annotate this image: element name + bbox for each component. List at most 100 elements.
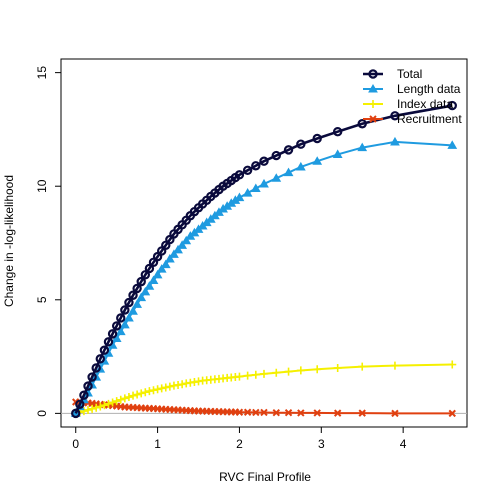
data-point-index-data — [296, 366, 305, 375]
data-point-index-data — [284, 367, 293, 376]
data-point-length-data — [119, 319, 130, 329]
data-point-length-data — [140, 286, 151, 296]
data-point-index-data — [92, 403, 101, 412]
data-point-length-data — [283, 167, 294, 177]
data-point-total — [87, 372, 97, 382]
legend-item-total: Total — [363, 67, 422, 81]
data-point-length-data — [447, 140, 458, 149]
x-tick-label: 3 — [318, 437, 325, 451]
data-point-length-data — [115, 326, 126, 336]
data-point-length-data — [164, 253, 175, 263]
data-point-index-data — [88, 404, 97, 413]
y-tick-label: 0 — [35, 410, 49, 417]
data-point-index-data — [145, 387, 154, 396]
data-point-length-data — [152, 269, 163, 279]
legend-label: Index data — [397, 97, 453, 111]
data-point-index-data — [448, 360, 457, 369]
data-point-recruitment — [313, 409, 321, 417]
x-tick-label: 4 — [400, 437, 407, 451]
data-point-total — [71, 408, 81, 419]
legend-label: Total — [397, 67, 422, 81]
legend-swatch-marker — [369, 100, 377, 108]
data-point-index-data — [390, 361, 399, 370]
data-point-length-data — [148, 275, 159, 285]
data-point-length-data — [173, 244, 183, 254]
data-point-total — [116, 313, 126, 323]
legend-item-recruitment: Recruitment — [363, 112, 462, 126]
data-point-index-data — [235, 372, 244, 381]
data-point-index-data — [358, 362, 367, 371]
data-point-total — [79, 390, 89, 400]
data-point-total — [242, 165, 253, 176]
data-point-index-data — [133, 390, 142, 399]
data-point-length-data — [295, 161, 306, 171]
legend-swatch-marker — [369, 115, 377, 123]
y-tick-label: 15 — [35, 66, 49, 80]
series-index-data — [71, 360, 457, 418]
data-point-length-data — [332, 149, 343, 158]
data-point-index-data — [84, 405, 93, 414]
data-point-length-data — [128, 306, 138, 315]
data-point-index-data — [100, 401, 109, 410]
data-point-length-data — [144, 281, 155, 290]
data-point-index-data — [104, 399, 113, 408]
data-point-recruitment — [272, 408, 280, 417]
x-axis-title: RVC Final Profile — [219, 470, 311, 484]
data-point-length-data — [160, 259, 171, 269]
data-point-length-data — [181, 235, 192, 245]
data-point-total — [296, 139, 306, 149]
data-point-index-data — [108, 398, 117, 407]
data-point-total — [140, 270, 151, 280]
legend-item-length-data: Length data — [363, 82, 461, 96]
data-point-index-data — [165, 382, 174, 391]
legend-label: Recruitment — [397, 112, 462, 126]
data-point-length-data — [242, 188, 253, 197]
data-point-total — [128, 290, 138, 300]
data-point-index-data — [333, 363, 342, 372]
data-point-index-data — [96, 402, 105, 411]
data-point-index-data — [157, 384, 166, 393]
data-point-total — [107, 329, 118, 339]
data-point-length-data — [259, 178, 269, 188]
data-point-total — [259, 156, 269, 166]
data-point-total — [283, 145, 294, 155]
data-point-index-data — [153, 385, 162, 394]
data-point-index-data — [149, 386, 158, 395]
plot-frame — [60, 58, 468, 428]
data-point-recruitment — [358, 409, 366, 417]
data-point-length-data — [271, 173, 282, 182]
data-point-total — [75, 399, 85, 409]
x-tick-label: 2 — [236, 437, 243, 451]
data-point-total — [251, 161, 261, 171]
data-point-index-data — [141, 388, 150, 397]
data-point-length-data — [132, 299, 143, 308]
data-point-recruitment — [448, 409, 456, 418]
data-point-recruitment — [333, 409, 342, 417]
data-point-recruitment — [235, 408, 244, 416]
data-point-length-data — [156, 264, 167, 273]
data-point-total — [390, 111, 400, 121]
legend-swatch-marker — [368, 69, 378, 79]
data-point-total — [103, 337, 114, 347]
data-point-index-data — [124, 393, 133, 402]
data-point-index-data — [178, 380, 187, 389]
data-point-total — [271, 150, 281, 161]
x-tick-label: 0 — [72, 437, 79, 451]
data-point-total — [83, 381, 93, 391]
data-point-index-data — [313, 365, 322, 374]
data-point-length-data — [312, 156, 323, 165]
y-tick-label: 5 — [35, 296, 49, 303]
data-point-index-data — [243, 371, 252, 380]
data-point-recruitment — [260, 408, 268, 417]
series-layer — [70, 100, 458, 419]
data-point-recruitment — [391, 409, 399, 418]
data-point-index-data — [272, 368, 281, 377]
data-point-total — [132, 283, 142, 294]
data-point-index-data — [161, 383, 170, 392]
data-point-length-data — [234, 192, 245, 202]
data-point-total — [357, 119, 367, 129]
data-point-index-data — [137, 389, 146, 398]
data-point-length-data — [136, 292, 147, 302]
